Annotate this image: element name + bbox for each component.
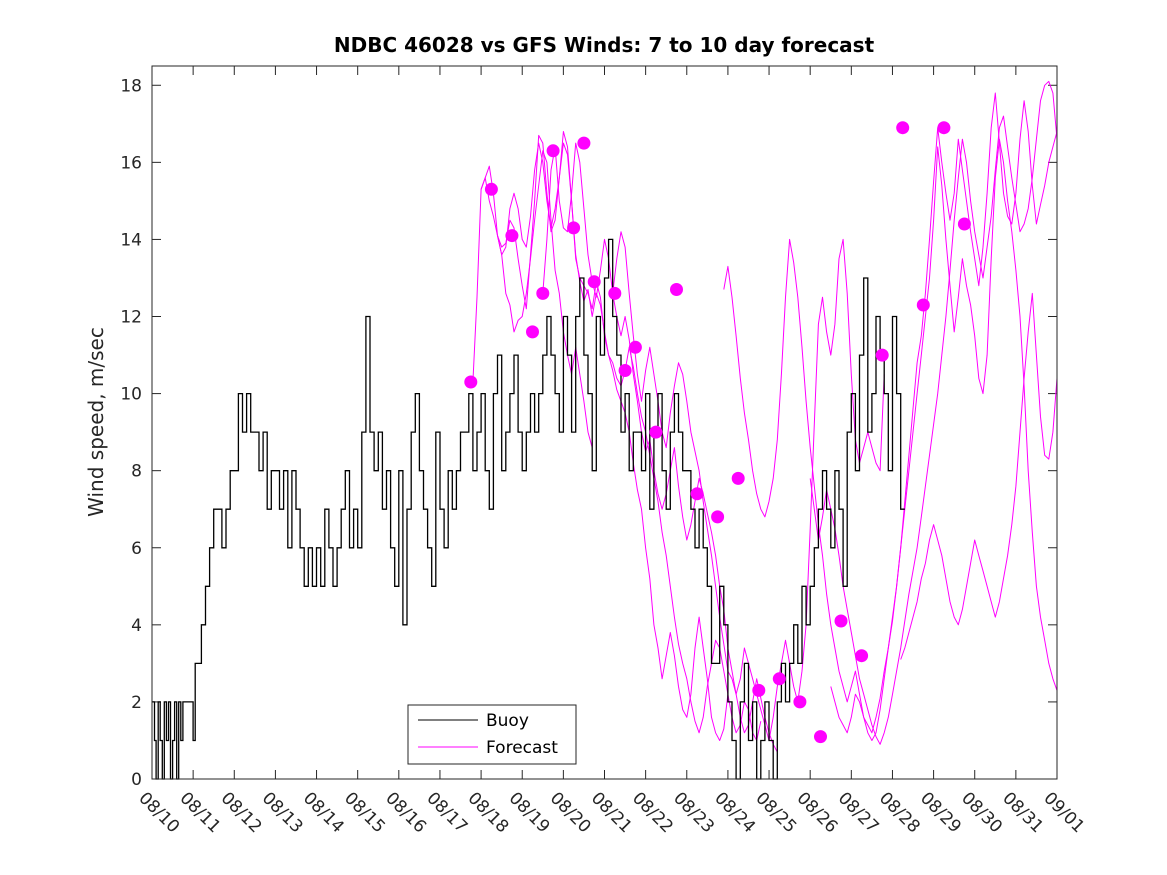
forecast-marker — [464, 375, 478, 389]
chart-title: NDBC 46028 vs GFS Winds: 7 to 10 day for… — [334, 33, 875, 57]
forecast-marker — [772, 672, 786, 686]
forecast-line-4 — [542, 142, 778, 753]
y-tick-label: 6 — [131, 539, 142, 559]
forecast-marker — [814, 730, 827, 744]
forecast-marker — [526, 325, 539, 339]
y-tick-label: 16 — [120, 153, 142, 173]
y-tick-label: 10 — [120, 385, 142, 405]
forecast-marker — [536, 286, 550, 300]
forecast-marker — [484, 182, 498, 196]
forecast-marker — [587, 275, 601, 289]
legend-label-buoy: Buoy — [486, 711, 529, 731]
y-tick-label: 12 — [120, 308, 142, 328]
forecast-line-1 — [472, 150, 593, 448]
forecast-marker — [711, 510, 725, 524]
forecast-marker — [577, 136, 591, 150]
forecast-line-9 — [900, 292, 1058, 660]
forecast-marker — [937, 121, 951, 135]
y-tick-label: 4 — [131, 616, 142, 636]
legend-box — [407, 704, 577, 765]
forecast-marker — [546, 144, 560, 158]
legend: Buoy Forecast — [407, 704, 577, 765]
forecast-marker — [793, 695, 807, 709]
forecast-marker — [731, 471, 745, 485]
forecast-marker — [957, 217, 971, 231]
forecast-line-7 — [809, 80, 1058, 745]
y-tick-label: 2 — [131, 693, 142, 713]
forecast-marker — [834, 614, 848, 628]
forecast-marker — [618, 364, 632, 377]
y-tick-label: 8 — [131, 462, 142, 482]
forecast-marker — [628, 340, 642, 354]
forecast-marker — [670, 283, 683, 296]
forecast-marker — [505, 229, 519, 243]
forecast-marker — [649, 425, 663, 439]
y-axis-label: Wind speed, m/sec — [84, 327, 108, 517]
y-tick-labels: 0 2 4 6 8 10 12 14 16 18 — [120, 76, 142, 790]
forecast-marker — [916, 298, 930, 312]
legend-label-forecast: Forecast — [486, 738, 558, 758]
y-tick-label: 0 — [131, 770, 142, 790]
y-tick-label: 14 — [120, 230, 142, 250]
forecast-marker — [752, 683, 766, 697]
forecast-marker — [567, 221, 581, 235]
forecast-line-8 — [830, 138, 1058, 734]
forecast-marker — [608, 286, 622, 300]
forecast-marker — [875, 348, 889, 362]
forecast-markers — [464, 121, 971, 744]
plot-area — [152, 66, 1057, 779]
plot-frame — [151, 65, 1058, 780]
forecast-marker — [896, 121, 910, 135]
forecast-marker — [855, 649, 869, 663]
forecast-marker — [690, 487, 704, 501]
y-tick-label: 18 — [120, 76, 142, 96]
